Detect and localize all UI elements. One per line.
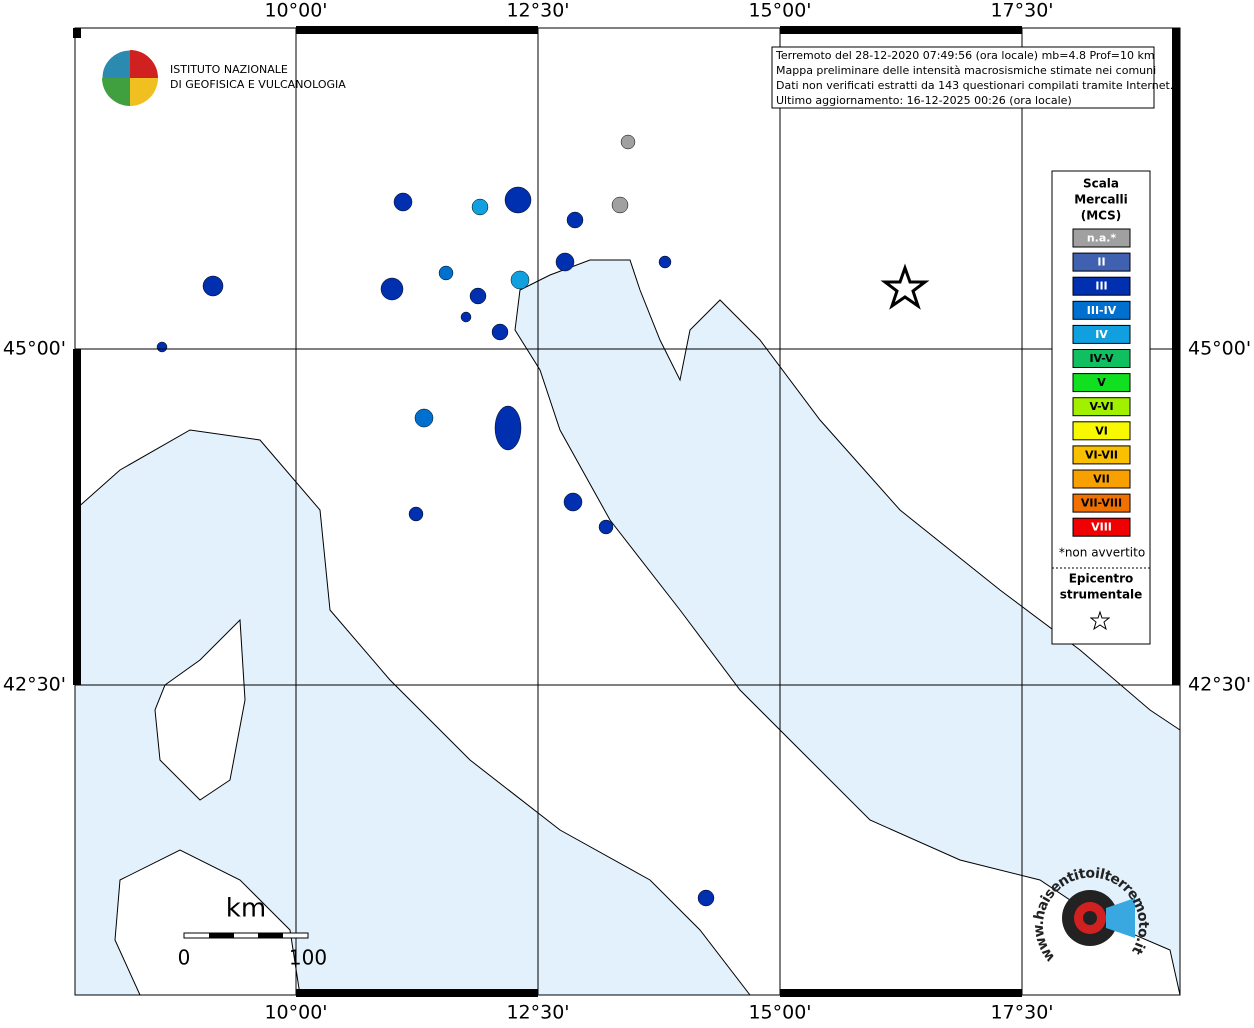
legend-swatch [1072,324,1131,344]
legend-swatch [1072,421,1131,441]
info-line: Dati non verificati estratti da 143 ques… [776,79,1173,92]
info-line: Mappa preliminare delle intensità macros… [776,64,1156,77]
legend-swatch [1072,373,1131,393]
legend-label: n.a.* [1087,232,1117,245]
frame [73,26,1181,997]
legend-epicenter: Epicentro [1069,572,1134,586]
legend-swatch [1072,445,1131,465]
info-line: Terremoto del 28-12-2020 07:49:56 (ora l… [775,49,1155,62]
sardinia [114,849,301,996]
lon-label: 10°00' [264,1002,327,1024]
legend-label: IV [1095,328,1108,341]
lon-label: 17°30' [990,0,1053,22]
lat-label: 42°30' [1188,674,1251,696]
legend-label: V [1097,376,1106,389]
legend-swatch [1072,252,1131,272]
legend-swatch [1072,300,1131,320]
lon-label: 15°00' [748,0,811,22]
lat-label: 45°00' [3,338,66,360]
scale-bar: km 0 100 [178,894,327,970]
legend: ScalaMercalli(MCS)n.a.*IIIIIIII-IVIVIV-V… [1052,177,1150,631]
legend-label: IV-V [1089,352,1114,365]
legend-swatch [1072,517,1131,537]
info-line: Ultimo aggiornamento: 16-12-2025 00:26 (… [776,94,1072,107]
scale-unit: km [226,894,266,924]
legend-star [1089,610,1111,631]
legend-swatch [1072,469,1131,489]
legend-label: III-IV [1087,304,1117,317]
legend-title: Scala [1083,177,1119,191]
ingv-logo: ISTITUTO NAZIONALE DI GEOFISICA E VULCAN… [101,49,346,107]
corsica [154,618,246,801]
legend-label: VII-VIII [1081,497,1122,510]
lon-label: 17°30' [990,1002,1053,1024]
logo-line: ISTITUTO NAZIONALE [170,63,288,76]
epicenter-star [880,263,930,310]
legend-label: II [1097,256,1105,269]
scale-start: 0 [178,946,191,970]
info-box [771,46,1155,109]
lon-label: 12°30' [506,1002,569,1024]
legend-swatch [1072,349,1131,368]
lon-label: 10°00' [264,0,327,22]
graticule [75,28,1180,995]
legend-label: VIII [1091,521,1112,534]
legend-title: Mercalli [1074,193,1128,207]
legend-label: VI-VII [1085,448,1118,461]
legend-swatch [1072,276,1131,296]
intensity-areas [156,134,715,907]
legend-label: III [1095,280,1107,293]
graticule-labels: 10°00' 10°00' 12°30' 12°30' 15°00' 15°00' 17°3… [3,0,1251,1024]
legend-swatch [1072,397,1131,417]
lon-label: 12°30' [506,0,569,22]
legend-note: *non avvertito [1059,546,1145,560]
legend-label: VII [1093,473,1110,486]
scale-end: 100 [289,946,327,970]
lon-label: 15°00' [748,1002,811,1024]
info-text: Terremoto del 28-12-2020 07:49:56 (ora l… [775,49,1173,107]
lat-label: 42°30' [3,674,66,696]
legend-swatch [1072,228,1131,248]
legend-label: V-VI [1089,400,1113,413]
legend-swatch [1072,493,1131,513]
legend-title: (MCS) [1081,209,1122,223]
logo-line: DI GEOFISICA E VULCANOLOGIA [170,78,346,91]
lat-label: 45°00' [1188,338,1251,360]
legend-epicenter: strumentale [1060,588,1143,602]
legend-label: VI [1095,424,1108,437]
